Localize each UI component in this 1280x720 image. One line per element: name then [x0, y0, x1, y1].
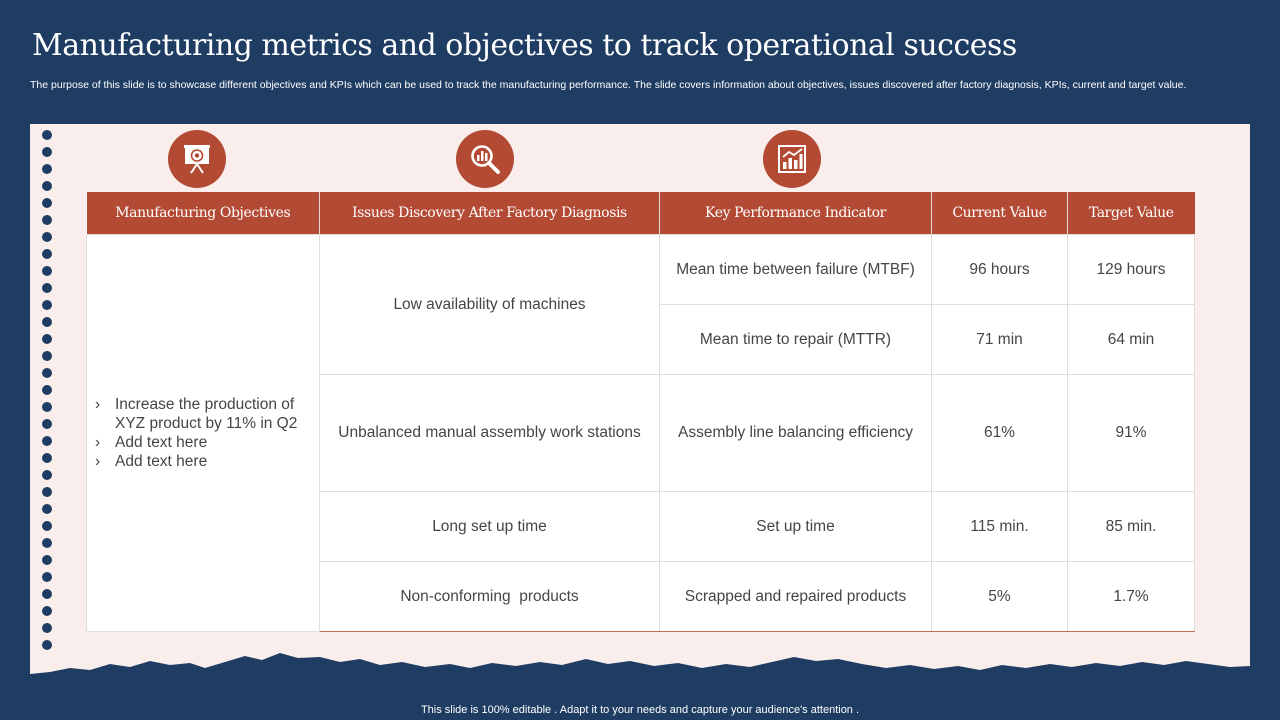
table-row: Unbalanced manual assembly work stations…: [87, 374, 1195, 492]
kpi-table: Manufacturing Objectives Issues Discover…: [86, 192, 1195, 632]
torn-paper-edge: [30, 653, 1250, 688]
binder-hole: [42, 181, 52, 191]
magnifier-chart-icon: [456, 130, 514, 188]
binder-hole: [42, 283, 52, 293]
binder-hole: [42, 623, 52, 633]
objective-item: Add text here: [95, 433, 309, 452]
table-row: Increase the production of XYZ product b…: [86, 234, 1195, 632]
header-target-value: Target Value: [1067, 192, 1195, 235]
issue-cell: Low availability of machines: [319, 234, 660, 375]
table-row: Mean time to repair (MTTR) 71 min 64 min: [87, 304, 1195, 375]
target-value-cell: 1.7%: [1067, 561, 1195, 632]
target-value-cell: 85 min.: [1067, 491, 1195, 562]
binder-holes: [42, 130, 52, 657]
table-header-row: Manufacturing Objectives Issues Discover…: [86, 192, 1195, 235]
objective-item: Add text here: [95, 452, 309, 471]
current-value-cell: 61%: [931, 374, 1068, 492]
binder-hole: [42, 215, 52, 225]
binder-hole: [42, 470, 52, 480]
binder-hole: [42, 589, 52, 599]
kpi-cell: Set up time: [659, 491, 932, 562]
current-value-cell: 96 hours: [931, 234, 1068, 305]
header-objectives: Manufacturing Objectives: [86, 192, 320, 235]
header-current-value: Current Value: [931, 192, 1068, 235]
binder-hole: [42, 266, 52, 276]
objective-item: Increase the production of XYZ product b…: [95, 395, 309, 433]
binder-hole: [42, 334, 52, 344]
binder-hole: [42, 147, 52, 157]
binder-hole: [42, 198, 52, 208]
growth-chart-icon: [763, 130, 821, 188]
binder-hole: [42, 351, 52, 361]
binder-hole: [42, 504, 52, 514]
current-value-cell: 71 min: [931, 304, 1068, 375]
binder-hole: [42, 521, 52, 531]
binder-hole: [42, 555, 52, 565]
binder-hole: [42, 232, 52, 242]
issue-cell: Long set up time: [319, 491, 660, 562]
binder-hole: [42, 130, 52, 140]
binder-hole: [42, 640, 52, 650]
binder-hole: [42, 453, 52, 463]
binder-hole: [42, 368, 52, 378]
objectives-cell: Increase the production of XYZ product b…: [86, 234, 320, 632]
target-value-cell: 64 min: [1067, 304, 1195, 375]
binder-hole: [42, 436, 52, 446]
binder-hole: [42, 419, 52, 429]
issue-cell: Non-conforming products: [319, 561, 660, 632]
target-value-cell: 129 hours: [1067, 234, 1195, 305]
page-title: Manufacturing metrics and objectives to …: [32, 28, 1017, 63]
page-subtitle: The purpose of this slide is to showcase…: [30, 79, 1187, 91]
binder-hole: [42, 317, 52, 327]
current-value-cell: 5%: [931, 561, 1068, 632]
table-row: Non-conforming products Scrapped and rep…: [87, 561, 1195, 632]
kpi-cell: Mean time to repair (MTTR): [659, 304, 932, 375]
presentation-target-icon: [168, 130, 226, 188]
footer-note: This slide is 100% editable . Adapt it t…: [420, 704, 860, 716]
header-issues: Issues Discovery After Factory Diagnosis: [319, 192, 660, 235]
kpi-cell: Assembly line balancing efficiency: [659, 374, 932, 492]
kpi-cell: Scrapped and repaired products: [659, 561, 932, 632]
binder-hole: [42, 300, 52, 310]
header-kpi: Key Performance Indicator: [659, 192, 932, 235]
binder-hole: [42, 164, 52, 174]
binder-hole: [42, 487, 52, 497]
issue-cell: Unbalanced manual assembly work stations: [319, 374, 660, 492]
binder-hole: [42, 402, 52, 412]
current-value-cell: 115 min.: [931, 491, 1068, 562]
kpi-cell: Mean time between failure (MTBF): [659, 234, 932, 305]
binder-hole: [42, 249, 52, 259]
binder-hole: [42, 606, 52, 616]
target-value-cell: 91%: [1067, 374, 1195, 492]
table-row: Long set up time Set up time 115 min. 85…: [87, 491, 1195, 562]
binder-hole: [42, 538, 52, 548]
binder-hole: [42, 385, 52, 395]
binder-hole: [42, 572, 52, 582]
notebook-paper: Manufacturing Objectives Issues Discover…: [30, 124, 1250, 688]
